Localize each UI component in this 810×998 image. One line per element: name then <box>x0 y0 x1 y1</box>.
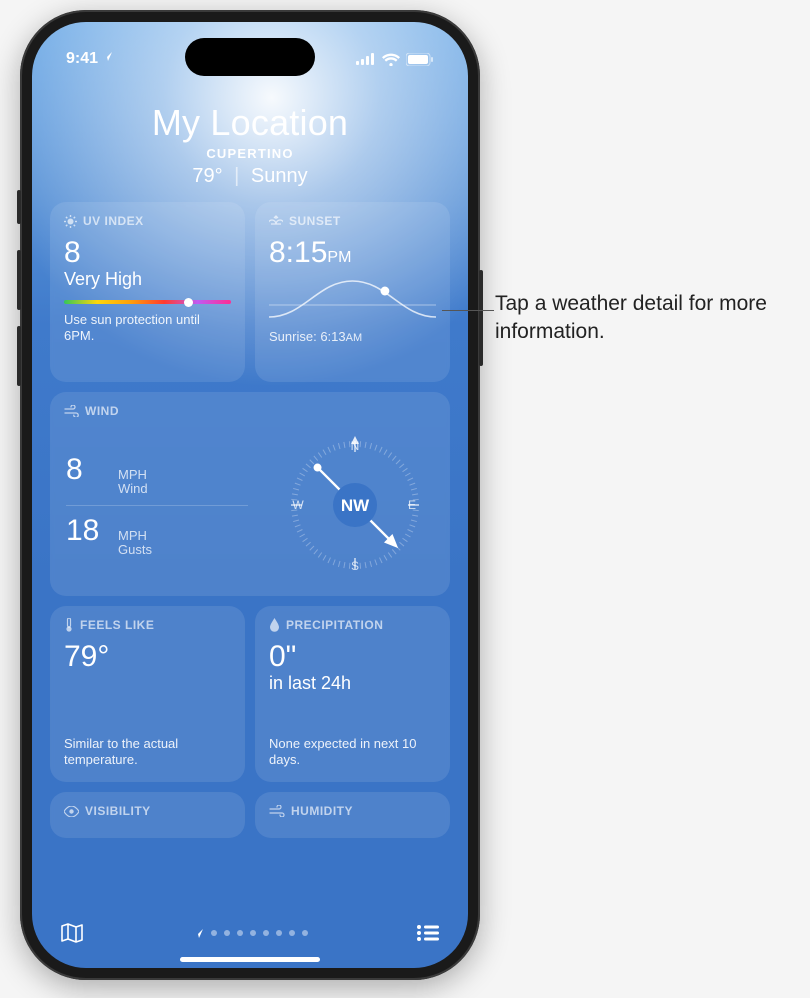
precip-value: 0" <box>269 640 436 673</box>
sunset-icon <box>269 215 283 228</box>
callout-text: Tap a weather detail for more informatio… <box>495 290 795 347</box>
compass: N E S W NW <box>280 430 430 580</box>
list-button[interactable] <box>416 924 440 942</box>
uv-scale <box>64 300 231 304</box>
cellular-icon <box>356 53 376 65</box>
humidity-card[interactable]: HUMIDITY <box>255 792 450 838</box>
svg-text:W: W <box>292 498 304 512</box>
wind-label-text: WIND <box>85 404 119 418</box>
wind-speed-row: 8 MPH Wind <box>66 445 248 505</box>
status-right <box>356 53 434 66</box>
map-icon <box>60 922 84 944</box>
feels-label-text: FEELS LIKE <box>80 618 154 632</box>
location-arrow-icon <box>102 51 113 62</box>
uv-label-text: UV INDEX <box>83 214 144 228</box>
wind-icon <box>64 405 79 417</box>
home-indicator[interactable] <box>180 957 320 962</box>
thermometer-icon <box>64 618 74 632</box>
precip-card[interactable]: PRECIPITATION 0" in last 24h None expect… <box>255 606 450 782</box>
wind-card[interactable]: WIND 8 MPH Wind 18 <box>50 392 450 596</box>
current-condition: Sunny <box>251 165 308 187</box>
side-button <box>479 270 483 366</box>
tab-bar <box>32 910 468 956</box>
battery-icon <box>406 53 434 66</box>
silent-switch <box>17 190 21 224</box>
visibility-label: VISIBILITY <box>64 804 231 818</box>
uv-card[interactable]: UV INDEX 8 Very High Use sun protection … <box>50 202 245 382</box>
callout-leader <box>442 310 494 311</box>
sun-path <box>269 275 436 321</box>
feels-value: 79° <box>64 640 231 673</box>
precip-label-text: PRECIPITATION <box>286 618 383 632</box>
wifi-icon <box>382 53 400 66</box>
screen: 9:41 My Location CUPERTINO 79 <box>32 22 468 968</box>
current-temp: 79° <box>192 165 222 187</box>
wind-direction: NW <box>341 496 370 515</box>
precip-note: None expected in next 10 days. <box>269 736 436 769</box>
uv-level: Very High <box>64 269 231 290</box>
status-time-text: 9:41 <box>66 50 98 67</box>
precip-period: in last 24h <box>269 673 436 694</box>
location-header: My Location CUPERTINO 79° | Sunny <box>50 102 450 188</box>
dynamic-island <box>185 38 315 76</box>
wind-speed: 8 <box>66 453 108 487</box>
visibility-card[interactable]: VISIBILITY <box>50 792 245 838</box>
sunrise-row: Sunrise: 6:13AM <box>269 329 436 344</box>
status-time: 9:41 <box>66 50 113 68</box>
phone-frame: 9:41 My Location CUPERTINO 79 <box>20 10 480 980</box>
feels-like-card[interactable]: FEELS LIKE 79° Similar to the actual tem… <box>50 606 245 782</box>
volume-down <box>17 326 21 386</box>
sunset-label-text: SUNSET <box>289 214 341 228</box>
raindrop-icon <box>269 618 280 632</box>
sunset-card[interactable]: SUNSET 8:15PM Sunrise: 6:13 <box>255 202 450 382</box>
svg-text:E: E <box>408 498 416 512</box>
humidity-label-text: HUMIDITY <box>291 804 353 818</box>
uv-label: UV INDEX <box>64 214 231 228</box>
divider: | <box>228 165 245 187</box>
uv-value: 8 <box>64 236 231 269</box>
feels-label: FEELS LIKE <box>64 618 231 632</box>
wind-readings: 8 MPH Wind 18 MPH Gusts <box>66 445 248 565</box>
location-title: My Location <box>50 102 450 144</box>
wind-label: WIND <box>64 404 436 418</box>
wind-gusts-row: 18 MPH Gusts <box>66 505 248 566</box>
precip-label: PRECIPITATION <box>269 618 436 632</box>
svg-text:S: S <box>351 559 359 573</box>
sun-icon <box>64 215 77 228</box>
eye-icon <box>64 806 79 817</box>
content: My Location CUPERTINO 79° | Sunny UV IND… <box>32 92 468 968</box>
list-icon <box>416 924 440 942</box>
location-subtitle: CUPERTINO <box>50 146 450 161</box>
volume-up <box>17 250 21 310</box>
map-button[interactable] <box>60 922 84 944</box>
sunset-time: 8:15PM <box>269 236 436 269</box>
page-dots[interactable] <box>193 928 308 939</box>
location-dot-icon <box>193 928 204 939</box>
visibility-label-text: VISIBILITY <box>85 804 151 818</box>
feels-note: Similar to the actual temperature. <box>64 736 231 769</box>
humidity-label: HUMIDITY <box>269 804 436 818</box>
detail-grid: UV INDEX 8 Very High Use sun protection … <box>50 202 450 838</box>
humidity-icon <box>269 805 285 817</box>
current-conditions: 79° | Sunny <box>50 165 450 188</box>
sunset-label: SUNSET <box>269 214 436 228</box>
uv-note: Use sun protection until 6PM. <box>64 312 231 345</box>
wind-gusts: 18 <box>66 514 108 548</box>
